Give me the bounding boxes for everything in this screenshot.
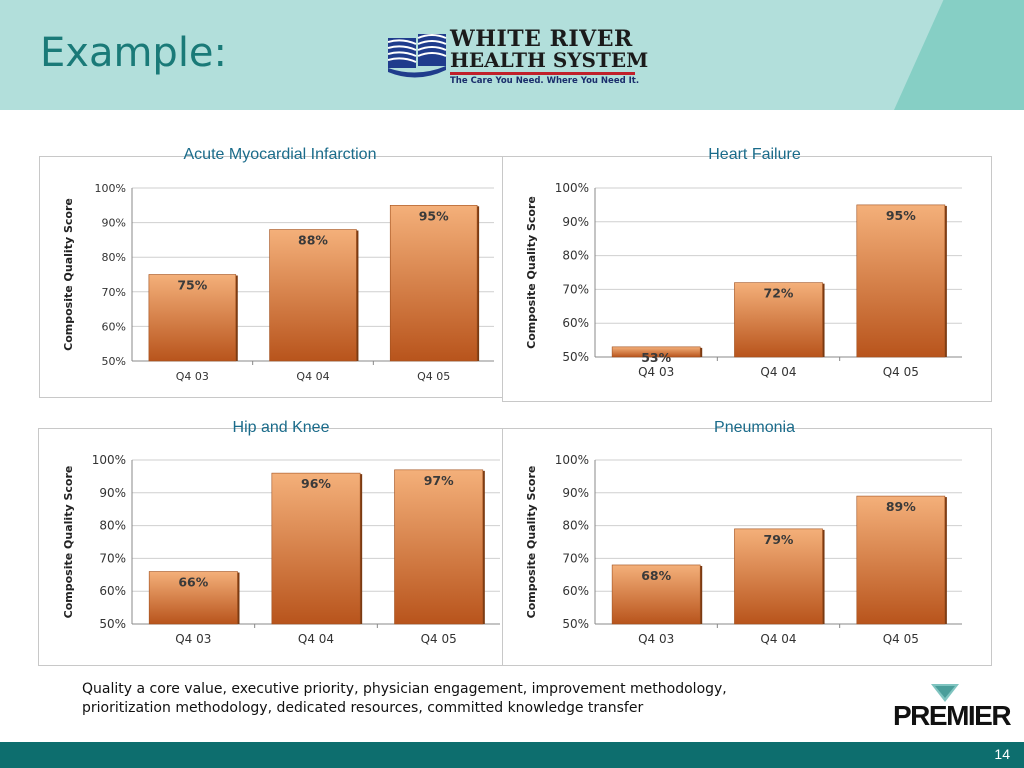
bar-value-label: 68%	[641, 568, 671, 583]
y-tick-label: 90%	[99, 486, 126, 500]
bar-value-label: 89%	[886, 499, 916, 514]
y-tick-label: 50%	[99, 617, 126, 631]
logo-tagline: The Care You Need. Where You Need It.	[450, 76, 640, 86]
x-tick-label: Q4 04	[296, 370, 329, 383]
y-axis-label: Composite Quality Score	[62, 466, 75, 619]
y-tick-label: 90%	[562, 486, 589, 500]
footnote-line2: prioritization methodology, dedicated re…	[82, 700, 644, 716]
y-tick-label: 80%	[562, 249, 589, 263]
y-tick-label: 50%	[562, 350, 589, 364]
bar	[389, 205, 478, 362]
x-tick-label: Q4 05	[883, 632, 919, 646]
footer-band: 14	[0, 742, 1024, 768]
logo-line2: HEALTH SYSTEM	[450, 48, 649, 72]
footnote-line1: Quality a core value, executive priority…	[82, 681, 727, 697]
y-tick-label: 100%	[92, 453, 126, 467]
white-river-logo: WHITE RIVER HEALTH SYSTEM The Care You N…	[388, 26, 648, 88]
y-tick-label: 60%	[562, 316, 589, 330]
bar	[148, 274, 237, 362]
y-tick-label: 90%	[102, 217, 126, 230]
y-tick-label: 60%	[562, 584, 589, 598]
y-tick-label: 100%	[555, 181, 589, 195]
x-tick-label: Q4 03	[638, 632, 674, 646]
flag-book-icon	[388, 34, 447, 78]
x-tick-label: Q4 05	[421, 632, 457, 646]
x-tick-label: Q4 04	[298, 632, 334, 646]
x-tick-label: Q4 05	[883, 365, 919, 379]
bar-value-label: 88%	[298, 233, 328, 248]
bar	[856, 495, 946, 625]
x-tick-label: Q4 03	[175, 632, 211, 646]
y-axis-label: Composite Quality Score	[62, 198, 75, 351]
bar-value-label: 95%	[886, 208, 916, 223]
y-axis-label: Composite Quality Score	[525, 196, 538, 349]
x-tick-label: Q4 04	[760, 632, 796, 646]
x-tick-label: Q4 03	[176, 370, 209, 383]
bar-value-label: 95%	[419, 208, 449, 223]
bar-value-label: 53%	[641, 350, 671, 365]
y-tick-label: 90%	[562, 215, 589, 229]
x-tick-label: Q4 03	[638, 365, 674, 379]
chart-title-hip-knee: Hip and Knee	[232, 419, 330, 436]
bar	[611, 564, 701, 625]
footnote: Quality a core value, executive priority…	[82, 680, 842, 718]
bar-value-label: 66%	[178, 575, 208, 590]
y-tick-label: 60%	[102, 320, 126, 333]
chart-title-heart-failure: Heart Failure	[708, 146, 801, 163]
y-tick-label: 70%	[99, 551, 126, 565]
bar-value-label: 96%	[301, 476, 331, 491]
chart-title-ami: Acute Myocardial Infarction	[183, 146, 377, 163]
y-tick-label: 80%	[99, 519, 126, 533]
bar	[856, 204, 946, 358]
y-tick-label: 100%	[95, 182, 126, 195]
premier-logo: PREMIER	[893, 684, 1013, 731]
premier-mark-icon	[931, 684, 959, 702]
slide-title: Example:	[40, 30, 228, 76]
bar-value-label: 75%	[177, 278, 207, 293]
logo-line1: WHITE RIVER	[450, 26, 633, 52]
y-tick-label: 70%	[102, 286, 126, 299]
page-number: 14	[994, 746, 1010, 762]
chart-title-pneumonia: Pneumonia	[714, 419, 795, 436]
y-tick-label: 80%	[102, 251, 126, 264]
bar	[394, 469, 484, 625]
logo-rule	[450, 72, 635, 75]
header-band	[0, 0, 1024, 110]
bar-value-label: 72%	[764, 286, 794, 301]
bar	[611, 346, 701, 358]
bar	[734, 282, 823, 358]
bar	[271, 472, 361, 625]
y-axis-label: Composite Quality Score	[525, 466, 538, 619]
y-tick-label: 50%	[562, 617, 589, 631]
premier-wordmark: PREMIER	[893, 700, 1012, 731]
y-tick-label: 80%	[562, 519, 589, 533]
x-tick-label: Q4 04	[760, 365, 796, 379]
bar	[148, 571, 238, 625]
y-tick-label: 50%	[102, 355, 126, 368]
bar	[269, 229, 357, 362]
bar	[734, 528, 823, 625]
y-tick-label: 70%	[562, 282, 589, 296]
bar-value-label: 79%	[764, 532, 794, 547]
bar-value-label: 97%	[424, 473, 454, 488]
x-tick-label: Q4 05	[417, 370, 450, 383]
y-tick-label: 60%	[99, 584, 126, 598]
y-tick-label: 100%	[555, 453, 589, 467]
y-tick-label: 70%	[562, 551, 589, 565]
